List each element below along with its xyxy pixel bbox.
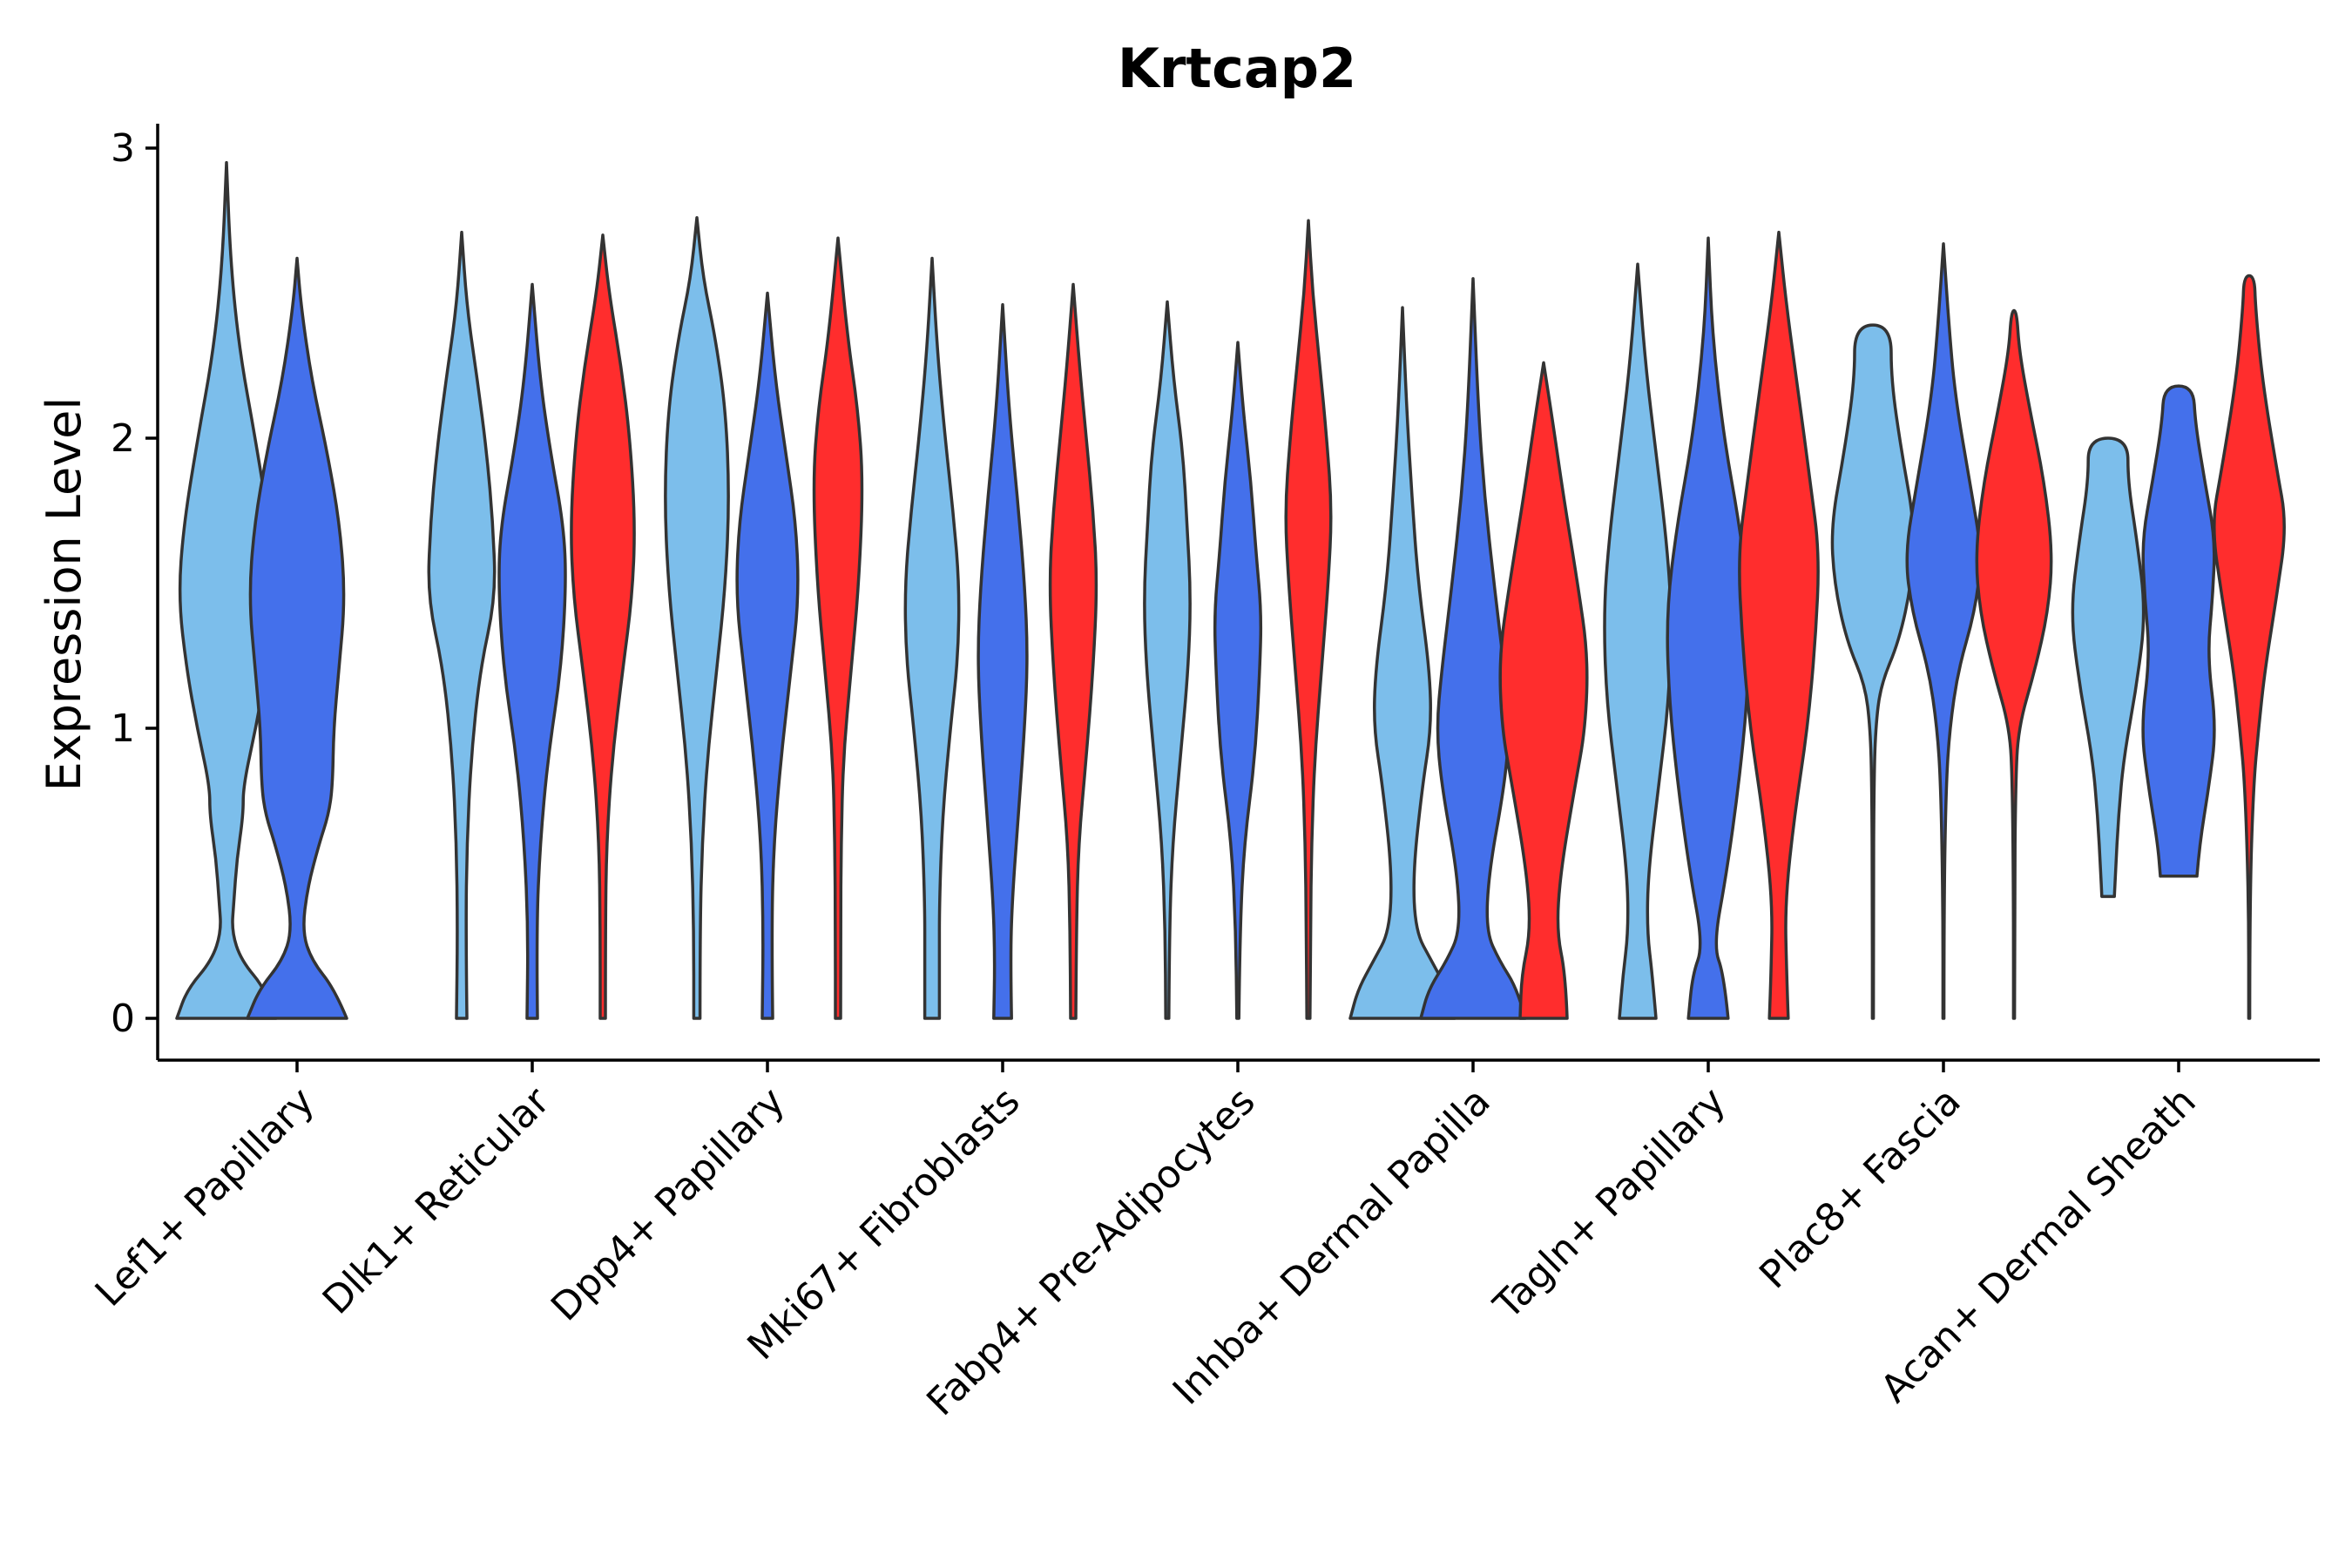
violin-shape: [427, 230, 497, 1020]
violin-shape: [2141, 384, 2216, 878]
violin-shape: [1348, 306, 1456, 1020]
violin-shape: [664, 216, 730, 1020]
violin-shape: [1975, 308, 2053, 1020]
x-category-label: Plac8+ Fascia: [1751, 1079, 1970, 1298]
chart-title: Krtcap2: [1118, 37, 1356, 100]
violin-shape: [812, 236, 864, 1020]
violin-shape: [1738, 230, 1820, 1020]
y-tick-label: 2: [111, 416, 135, 461]
x-category-label: Dlk1+ Reticular: [314, 1078, 559, 1323]
y-tick-label: 1: [111, 706, 135, 751]
y-tick-label: 3: [111, 126, 135, 171]
violin-shape: [1048, 282, 1098, 1020]
violin-shape: [246, 256, 348, 1020]
y-axis-label: Expression Level: [37, 397, 91, 792]
violin-shape: [977, 303, 1029, 1020]
violin-shape: [1419, 277, 1527, 1020]
violin-shape: [1498, 361, 1589, 1020]
violin-shape: [1213, 341, 1263, 1020]
x-category-label: Lef1+ Papillary: [87, 1079, 323, 1315]
violin-shape: [497, 282, 567, 1020]
violin-shape: [1603, 262, 1673, 1020]
violin-shape: [1284, 219, 1333, 1020]
violin-group: [175, 160, 2286, 1020]
x-category-label: Dpp4+ Papillary: [543, 1079, 794, 1330]
x-category-label: Tagln+ Papillary: [1485, 1079, 1734, 1328]
violin-shape: [2071, 436, 2146, 898]
violin-shape: [175, 160, 278, 1020]
violin-shape: [1830, 323, 1916, 1020]
violin-shape: [2213, 274, 2286, 1020]
y-tick-label: 0: [111, 997, 135, 1041]
violin-shape: [1905, 242, 1982, 1020]
violin-shape: [570, 233, 636, 1020]
violin-shape: [735, 291, 800, 1020]
violin-shape: [1666, 236, 1751, 1020]
violin-shape: [1143, 300, 1192, 1020]
y-ticks: 0 1 2 3: [111, 126, 158, 1041]
violin-shape: [903, 256, 961, 1020]
